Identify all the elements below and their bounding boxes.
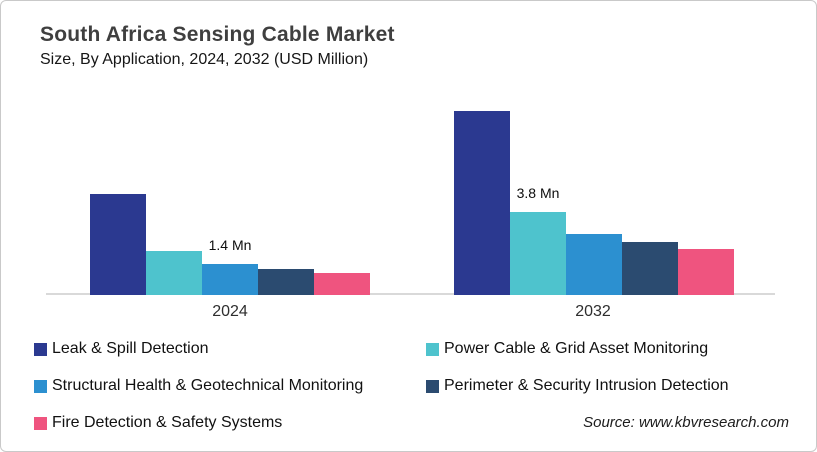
legend-item-4: Fire Detection & Safety Systems [34, 413, 426, 433]
bar-2032-series-2 [566, 233, 622, 295]
bar-2024-series-1 [146, 251, 202, 295]
legend-label: Structural Health & Geotechnical Monitor… [52, 377, 364, 394]
legend-label: Fire Detection & Safety Systems [52, 414, 283, 431]
source-credit: Source: www.kbvresearch.com [583, 414, 789, 431]
legend-item-0: Leak & Spill Detection [34, 339, 426, 359]
legend-label: Power Cable & Grid Asset Monitoring [444, 340, 709, 357]
legend-label: Leak & Spill Detection [52, 340, 209, 357]
bar-group-2024 [90, 93, 370, 295]
legend-item-3: Perimeter & Security Intrusion Detection [426, 376, 794, 396]
bar-2032-series-3 [622, 242, 678, 295]
bar-group-2032 [454, 93, 734, 295]
legend-swatch-icon [34, 416, 47, 430]
x-tick-2024: 2024 [212, 303, 248, 320]
bar-2024-series-4 [314, 273, 370, 295]
bar-2024-series-2 [202, 264, 258, 295]
bar-value-label-2032: 3.8 Mn [516, 184, 560, 201]
plot-area: 1.4 Mn 3.8 Mn [1, 93, 816, 295]
legend-item-2: Structural Health & Geotechnical Monitor… [34, 376, 426, 396]
bar-2032-series-1 [510, 211, 566, 295]
bar-value-label-2024: 1.4 Mn [208, 237, 252, 254]
legend-swatch-icon [34, 342, 47, 356]
bar-2024-series-0 [90, 194, 146, 295]
chart-legend: Leak & Spill Detection Power Cable & Grid… [34, 339, 794, 433]
legend-swatch-icon [34, 379, 47, 393]
bar-2032-series-0 [454, 110, 510, 295]
legend-item-1: Power Cable & Grid Asset Monitoring [426, 339, 794, 359]
chart-subtitle: Size, By Application, 2024, 2032 (USD Mi… [40, 51, 369, 68]
chart-title: South Africa Sensing Cable Market [40, 23, 395, 46]
bar-2032-series-4 [678, 248, 734, 295]
x-tick-2032: 2032 [575, 303, 611, 320]
legend-swatch-icon [426, 342, 439, 356]
bar-2024-series-3 [258, 268, 314, 295]
legend-swatch-icon [426, 379, 439, 393]
legend-label: Perimeter & Security Intrusion Detection [444, 377, 729, 394]
x-axis-line [46, 293, 775, 295]
